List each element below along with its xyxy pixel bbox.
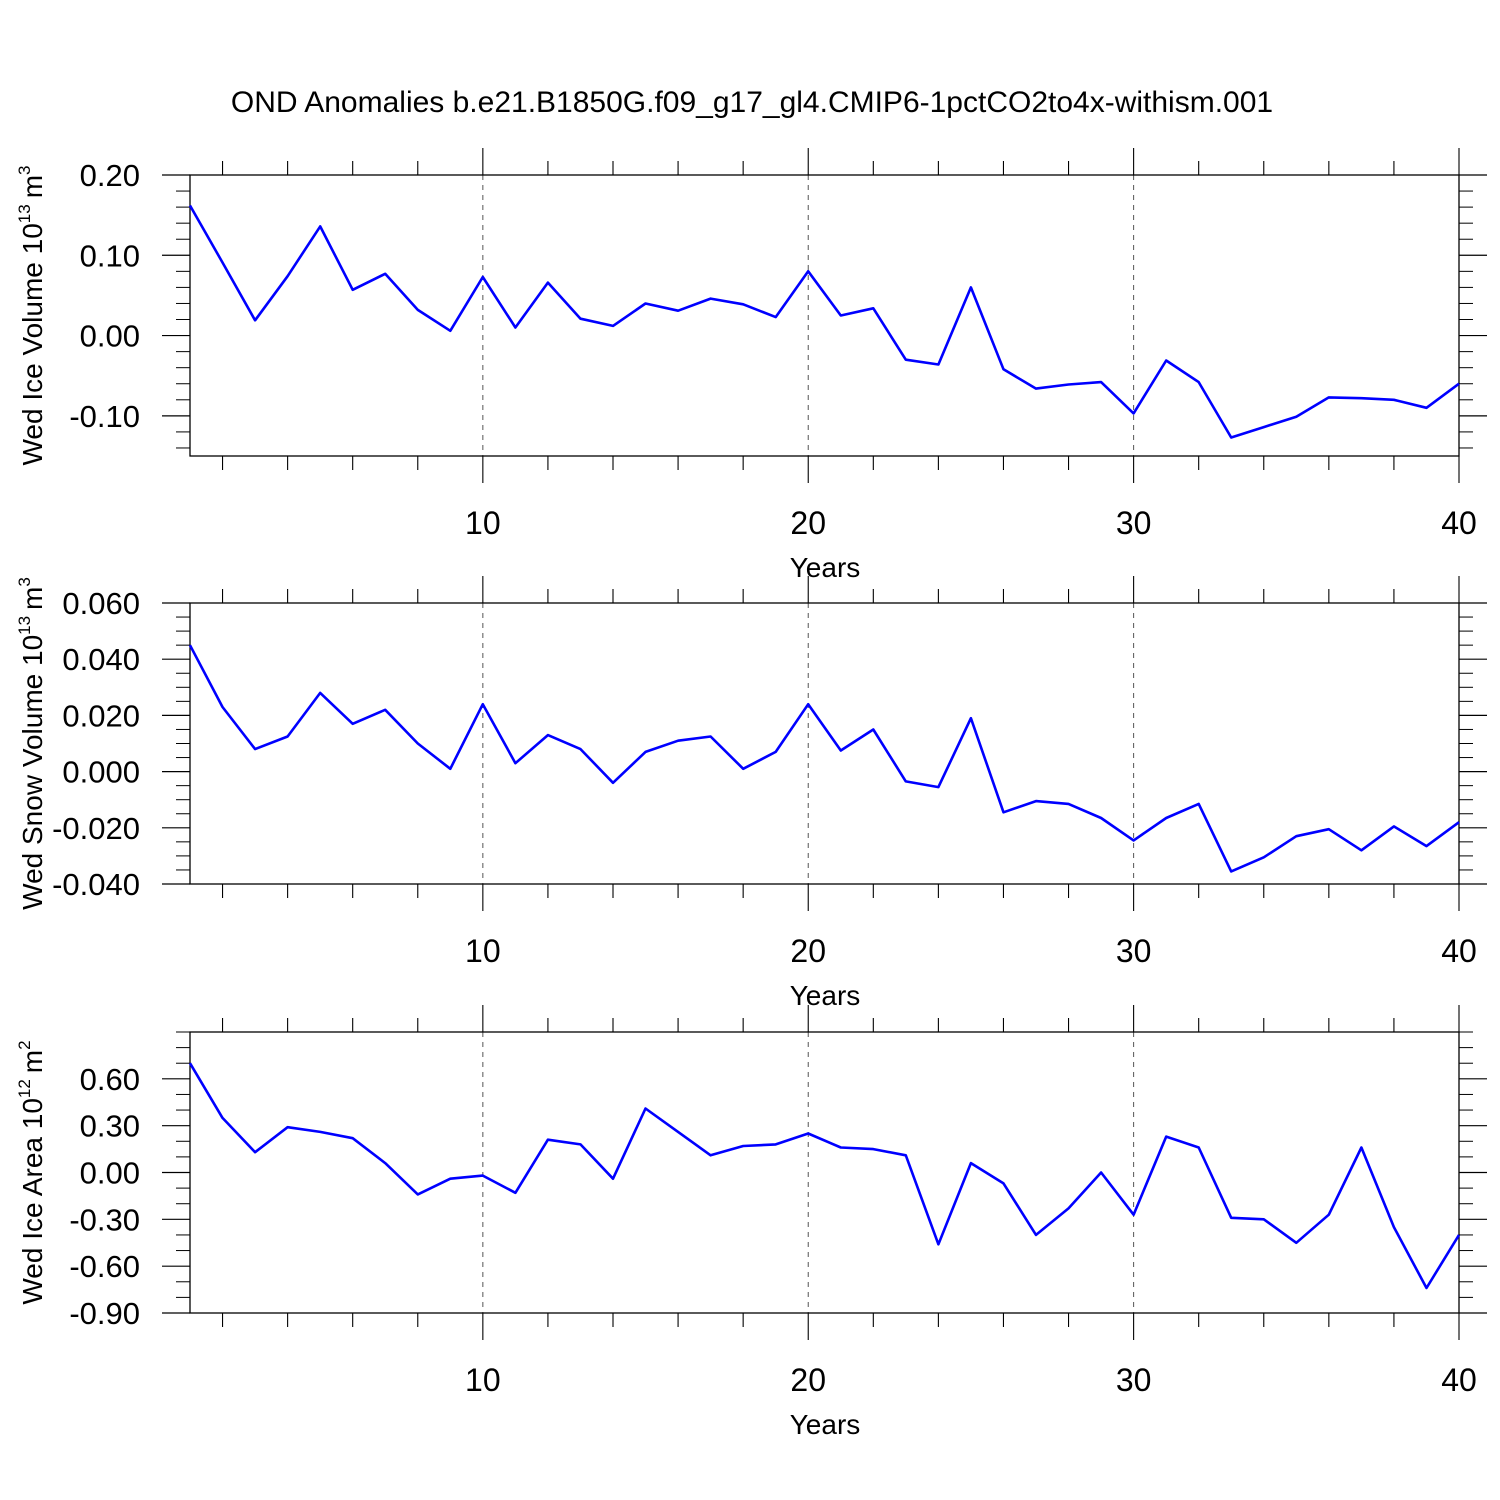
panel-1-ylabel-exp: 13 (15, 204, 34, 223)
panel-3-ytick-label-5: -0.90 (69, 1296, 140, 1331)
panel-1-ylabel-unit: m (17, 175, 48, 198)
panel-3-ytick-label-1: 0.30 (80, 1109, 140, 1144)
panel-3-series-line (188, 1062, 1461, 1290)
panel-2-ylabel: Wed Snow Volume 1013 m3 (15, 577, 48, 910)
panel-3-ytick-label-0: 0.60 (80, 1062, 140, 1097)
panel-3-ylabel-exp: 12 (15, 1079, 34, 1098)
panel-1-ylabel-text: Wed Ice Volume 10 (17, 223, 48, 465)
panel-1-ylabel: Wed Ice Volume 1013 m3 (15, 165, 48, 465)
panel-1-ytick-label-1: 0.10 (80, 238, 140, 273)
panel-2-ylabel-unit-exp: 3 (15, 577, 34, 586)
panel-1: 0.20 0.10 0.00 -0.10 10 20 30 40 Years Wed Ice Vo… (15, 148, 1487, 583)
panel-3: 0.60 0.30 0.00 -0.30 -0.60 -0.90 10 20 30 40 Years… (15, 1005, 1487, 1440)
panel-3-ytick-label-3: -0.30 (69, 1202, 140, 1237)
panel-2-ylabel-unit: m (17, 587, 48, 610)
panel-2-ytick-label-2: 0.020 (62, 698, 140, 733)
panel-2-series-line (188, 644, 1460, 873)
panel-2: 0.060 0.040 0.020 0.000 -0.020 -0.040 10 20 30 40… (15, 576, 1487, 1011)
figure-title: OND Anomalies b.e21.B1850G.f09_g17_gl4.C… (231, 86, 1273, 119)
panel-3-xtick-label-3: 40 (1441, 1362, 1477, 1398)
panel-2-ytick-label-3: 0.000 (62, 755, 140, 790)
panel-1-xtick-label-3: 40 (1441, 505, 1477, 541)
panel-1-xlabel: Years (790, 552, 861, 583)
panel-2-ytick-label-1: 0.040 (62, 642, 140, 677)
panel-1-xtick-label-2: 30 (1116, 505, 1152, 541)
panel-2-frame (189, 602, 1460, 885)
panel-3-ylabel: Wed Ice Area 1012 m2 (15, 1040, 48, 1304)
panel-1-xtick-label-0: 10 (465, 505, 501, 541)
panel-1-ytick-label-2: 0.00 (80, 319, 140, 354)
panel-3-ytick-label-2: 0.00 (80, 1156, 140, 1191)
panel-1-series-line (188, 204, 1460, 439)
panel-3-frame (189, 1031, 1460, 1314)
panel-2-xtick-label-2: 30 (1116, 933, 1152, 969)
panel-2-ytick-label-0: 0.060 (62, 586, 140, 621)
panel-3-xtick-label-1: 20 (790, 1362, 826, 1398)
panel-2-xtick-label-3: 40 (1441, 933, 1477, 969)
panel-1-ylabel-unit-exp: 3 (15, 165, 34, 174)
panel-3-ytick-label-4: -0.60 (69, 1249, 140, 1284)
panel-2-ytick-label-5: -0.040 (52, 867, 140, 902)
panel-2-ylabel-exp: 13 (15, 616, 34, 635)
panel-2-ylabel-text: Wed Snow Volume 10 (17, 635, 48, 910)
panel-1-ytick-label-3: -0.10 (69, 399, 140, 434)
panel-1-ytick-label-0: 0.20 (80, 158, 140, 193)
panel-2-xlabel: Years (790, 980, 861, 1011)
panel-2-xtick-label-1: 20 (790, 933, 826, 969)
panel-2-ytick-label-4: -0.020 (52, 811, 140, 846)
panel-2-xtick-label-0: 10 (465, 933, 501, 969)
panel-3-xtick-label-2: 30 (1116, 1362, 1152, 1398)
panel-3-xtick-label-0: 10 (465, 1362, 501, 1398)
panel-1-xtick-label-1: 20 (790, 505, 826, 541)
panel-3-xlabel: Years (790, 1409, 861, 1440)
panel-3-ylabel-unit: m (17, 1050, 48, 1073)
panel-3-ylabel-text: Wed Ice Area 10 (17, 1098, 48, 1305)
panel-1-frame (189, 174, 1460, 457)
panel-3-ylabel-unit-exp: 2 (15, 1040, 34, 1049)
